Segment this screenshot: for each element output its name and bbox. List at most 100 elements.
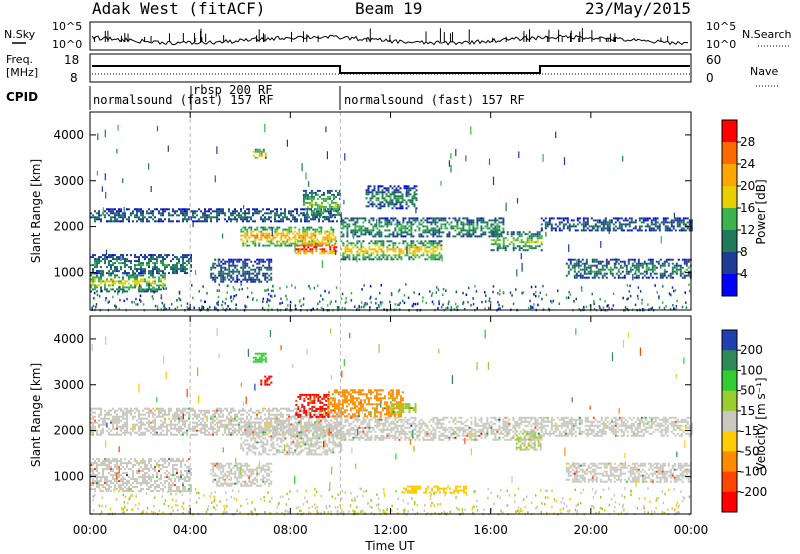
power-cell xyxy=(413,185,416,188)
power-cell xyxy=(136,216,138,219)
power-cell xyxy=(358,227,361,230)
power-cell xyxy=(206,216,208,219)
power-cell xyxy=(386,217,389,220)
power-cell xyxy=(156,262,158,265)
scatter-cell xyxy=(232,285,235,289)
velocity-cell xyxy=(168,478,170,481)
power-cell xyxy=(690,223,693,226)
power-cell xyxy=(232,262,235,265)
power-cell xyxy=(116,280,118,283)
power-cell xyxy=(528,239,531,242)
scatter-cell xyxy=(123,289,125,292)
power-cell xyxy=(367,185,370,188)
power-cell xyxy=(480,221,483,224)
velocity-cell xyxy=(168,413,170,416)
velocity-cell xyxy=(144,407,146,410)
power-cell xyxy=(540,227,543,230)
velocity-cell xyxy=(190,427,192,430)
power-cell xyxy=(430,252,433,255)
power-cell xyxy=(350,219,353,222)
power-cell xyxy=(456,223,459,226)
scatter-cell xyxy=(688,289,691,293)
power-cell xyxy=(92,284,94,287)
velocity-cell xyxy=(148,474,150,477)
power-cell xyxy=(407,193,410,196)
power-cell xyxy=(342,254,345,257)
velocity-cell xyxy=(92,423,94,426)
power-cell xyxy=(144,288,146,291)
power-cell xyxy=(112,270,114,273)
power-cell xyxy=(375,191,378,194)
velocity-cell xyxy=(90,476,92,479)
velocity-cell xyxy=(184,423,186,426)
power-cell xyxy=(436,225,439,228)
power-cell xyxy=(138,258,140,261)
power-cell xyxy=(270,216,272,219)
power-cell xyxy=(687,270,690,273)
power-cell xyxy=(162,282,164,285)
power-cell xyxy=(500,217,503,220)
power-cell xyxy=(426,219,429,222)
velocity-cell xyxy=(96,480,98,483)
power-cell xyxy=(620,225,623,228)
velocity-cell xyxy=(188,484,190,487)
power-cell xyxy=(560,229,563,232)
power-cell xyxy=(378,233,381,236)
power-cell xyxy=(304,213,307,216)
velocity-cell xyxy=(114,480,116,483)
power-cell xyxy=(106,258,108,261)
power-cell xyxy=(687,260,690,263)
power-cell xyxy=(468,219,471,222)
velocity-cell xyxy=(164,462,166,465)
power-cell xyxy=(154,276,156,279)
power-cell xyxy=(438,254,441,257)
power-cell xyxy=(378,256,381,259)
scatter-cell xyxy=(256,298,258,302)
power-cell xyxy=(220,272,223,275)
power-cell xyxy=(182,212,184,215)
scatter-cell xyxy=(628,290,630,293)
power-cell xyxy=(408,233,411,236)
power-cell xyxy=(655,272,658,275)
power-cell xyxy=(342,256,345,259)
noise-cell xyxy=(492,176,495,186)
power-cell xyxy=(150,258,152,261)
velocity-cell xyxy=(102,423,104,426)
power-cell xyxy=(268,234,271,237)
power-cell xyxy=(114,280,116,283)
power-cell xyxy=(316,189,319,192)
power-cell xyxy=(412,217,415,220)
power-cell xyxy=(414,252,417,255)
power-cell xyxy=(286,238,289,241)
power-cell xyxy=(182,264,184,267)
power-cell xyxy=(378,219,381,222)
power-cell xyxy=(672,221,675,224)
power-cell xyxy=(296,212,298,215)
power-cell xyxy=(576,223,579,226)
power-cell xyxy=(218,218,220,221)
power-cell xyxy=(428,221,431,224)
power-cell xyxy=(651,264,654,267)
velocity-cell xyxy=(156,490,158,493)
velocity-cell xyxy=(112,423,114,426)
velocity-cell xyxy=(182,482,184,485)
power-cell xyxy=(184,218,186,221)
velocity-cell xyxy=(142,478,144,481)
scatter-cell xyxy=(233,288,236,291)
velocity-cell xyxy=(158,490,160,493)
velocity-cell xyxy=(142,417,144,420)
power-cell xyxy=(210,272,213,275)
power-cell xyxy=(418,250,421,253)
power-cell xyxy=(246,262,249,265)
power-cell xyxy=(212,276,215,279)
power-cell xyxy=(673,266,676,269)
power-cell xyxy=(118,282,120,285)
power-cell xyxy=(120,208,122,211)
velocity-cell xyxy=(116,460,118,463)
power-cell xyxy=(490,223,493,226)
power-cell xyxy=(258,238,261,241)
power-cell xyxy=(450,221,453,224)
power-cell xyxy=(210,218,212,221)
scatter-cell xyxy=(338,308,340,311)
power-cell xyxy=(332,209,335,212)
